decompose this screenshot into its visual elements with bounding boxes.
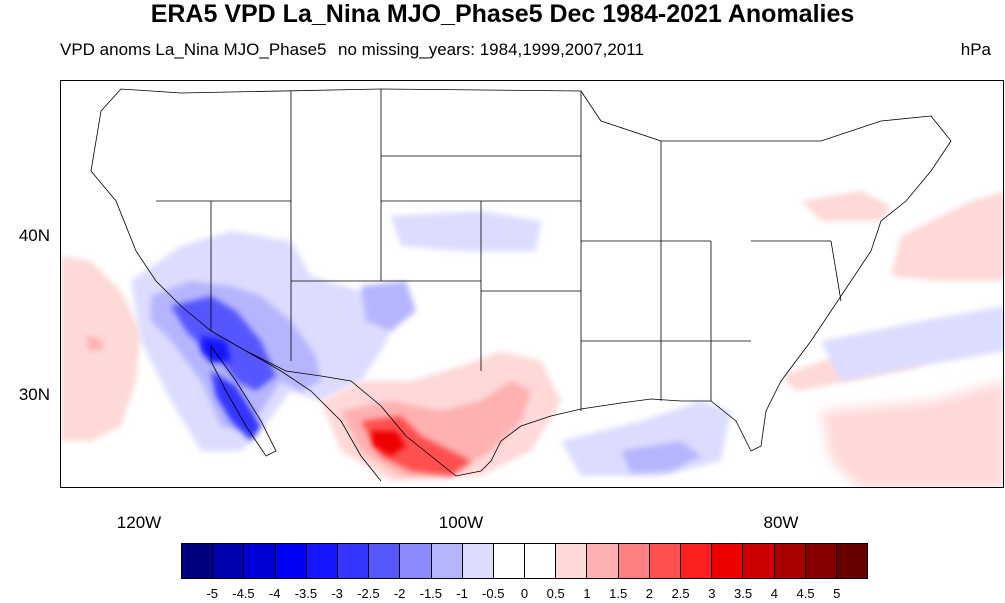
atlantic-positive-upper xyxy=(891,191,1003,281)
colorbar-label: 5 xyxy=(833,586,841,601)
colorbar-label: 1 xyxy=(583,586,591,601)
colorbar-box xyxy=(182,544,214,578)
colorbar-box xyxy=(369,544,401,578)
texas-core-positive xyxy=(371,431,406,456)
state-lines xyxy=(156,89,842,411)
colorbar-label: 1.5 xyxy=(609,586,628,601)
lon-label-120w: 120W xyxy=(116,513,162,532)
colorbar-label: 4.5 xyxy=(796,586,815,601)
colorbar-box xyxy=(805,544,837,578)
left-subtitle: VPD anoms La_Nina MJO_Phase5 xyxy=(60,40,327,59)
colorbar-box xyxy=(618,544,650,578)
baja-outline xyxy=(210,344,277,457)
lat-label-40n: 40N xyxy=(18,226,50,245)
anomaly-shading xyxy=(61,191,1003,487)
lon-label-100w: 100W xyxy=(438,513,484,532)
colorbar-label: -3 xyxy=(331,586,343,601)
colorbar-label: -1.5 xyxy=(419,586,443,601)
colorbar-box xyxy=(400,544,432,578)
political-boundaries xyxy=(90,88,952,482)
colorbar-label: -4 xyxy=(268,586,281,601)
anomaly-map xyxy=(61,88,1003,487)
colorbar-label: -4.5 xyxy=(232,586,255,601)
colorbar-label: 0 xyxy=(520,586,529,601)
colorbar-label: 4 xyxy=(770,586,778,601)
map-title: ERA5 VPD La_Nina MJO_Phase5 Dec 1984-202… xyxy=(150,0,855,28)
northeast-positive xyxy=(801,191,891,221)
colorbar-label: 2.5 xyxy=(671,586,690,601)
atlantic-positive-region xyxy=(821,381,1003,487)
colorbar-box xyxy=(306,544,338,578)
center-subtitle: no missing_years: 1984,1999,2007,2011 xyxy=(338,40,644,59)
colorbar xyxy=(181,543,868,579)
colorbar-label: -0.5 xyxy=(482,586,505,601)
colorbar-box xyxy=(431,544,463,578)
colorbar-box xyxy=(649,544,681,578)
colorbar-label: 3.5 xyxy=(734,586,753,601)
colorbar-label: -5 xyxy=(206,586,218,601)
map-panel xyxy=(60,80,1004,488)
mexico-coast xyxy=(245,350,382,482)
colorbar-box xyxy=(774,544,806,578)
colorbar-label: -2 xyxy=(393,586,406,601)
plains-negative xyxy=(391,211,541,251)
lon-label-80w: 80W xyxy=(763,513,799,532)
colorbar-box xyxy=(213,544,245,578)
colorbar-box xyxy=(337,544,370,578)
colorbar-box xyxy=(587,544,619,578)
colorbar-box xyxy=(244,544,276,578)
colorbar-box xyxy=(462,544,494,578)
colorbar-box xyxy=(275,544,307,578)
atlantic-negative-band xyxy=(821,306,1003,381)
colorbar-label: -1 xyxy=(456,586,468,601)
colorbar-label: 3 xyxy=(708,586,716,601)
lat-label-30n: 30N xyxy=(18,385,50,404)
colorbar-label: 0.5 xyxy=(546,586,565,601)
units-label: hPa xyxy=(960,40,991,59)
colorado-negative xyxy=(361,281,416,331)
colorbar-label: 2 xyxy=(645,586,654,601)
gulf-mid-negative xyxy=(621,441,701,473)
colorbar-box xyxy=(743,544,775,578)
pacific-positive-spot xyxy=(86,336,103,351)
baja-negative xyxy=(211,371,261,441)
colorbar-box xyxy=(712,544,744,578)
southwest-core-negative xyxy=(201,336,231,363)
colorbar-label: -2.5 xyxy=(357,586,380,601)
colorbar-box xyxy=(836,544,868,578)
colorbar-box xyxy=(556,544,588,578)
colorbar-label: -3.5 xyxy=(294,586,318,601)
colorbar-box xyxy=(525,544,557,578)
colorbar-box xyxy=(681,544,713,578)
colorbar-box xyxy=(493,544,526,578)
